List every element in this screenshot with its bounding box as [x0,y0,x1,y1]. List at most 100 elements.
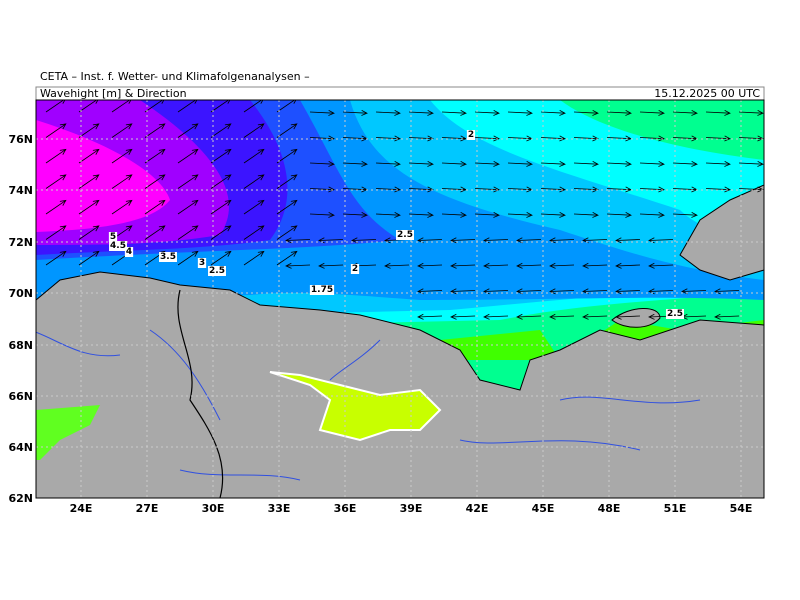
arrow [177,225,199,240]
contour-label-bg [466,130,476,140]
arrow [45,199,67,215]
arrow [705,161,731,167]
island [611,308,661,328]
lon-label: 39E [400,502,423,515]
arrow [516,262,542,269]
contour-label: 5 [110,232,116,242]
lat-label: 64N [8,441,33,454]
contour-label: 2.5 [667,309,683,319]
arrow [549,313,575,320]
arrow [516,237,542,244]
arrow [615,237,641,244]
arrow [474,110,500,116]
arrow [516,313,542,320]
arrow [375,186,401,193]
arrow [78,123,100,138]
arrow [177,250,199,266]
arrow [516,288,542,295]
arrow [210,225,232,240]
contour-label: 2 [352,264,358,274]
arrow [276,199,298,215]
arrow [738,110,764,116]
lon-label: 27E [136,502,159,515]
arrows [45,100,764,320]
arrow [342,110,368,116]
arrow [309,110,335,116]
lon-label: 36E [334,502,357,515]
contour-label-bg [109,241,127,251]
arrow [318,262,344,269]
institute: CETA – Inst. f. Wetter- und Klimafolgena… [40,70,310,83]
arrow [615,313,641,320]
arrow [177,199,199,215]
arrow [375,110,401,116]
lon-label: 45E [532,502,555,515]
arrow [507,110,533,116]
lon-label: 48E [598,502,621,515]
arrow [375,135,401,142]
white-sea [269,371,442,442]
arrow [441,161,467,167]
arrow [639,161,665,167]
rivers [36,329,701,481]
arrow [276,174,298,189]
arrow [681,288,707,295]
arrow [474,135,500,142]
contour-label: 3 [199,258,205,268]
labels: 76N 74N 72N 70N 68N 66N 64N 62N 24E 27E 30E 33E 36E 3… [8,130,752,515]
arrow [78,250,100,266]
contour-label-bg [159,252,177,262]
lat-label: 76N [8,133,33,146]
arrow [606,186,632,193]
arrow [177,148,199,164]
contour-label-bg [396,230,414,240]
arrow [450,262,476,269]
arrow [144,225,166,240]
contour-label: 4.5 [110,241,126,251]
arrow [78,199,100,215]
arrow [648,262,674,269]
arrow [573,110,599,116]
arrow [573,161,599,167]
arrow [582,262,608,269]
arrow [474,186,500,193]
arrow [276,100,297,113]
arrow [408,212,434,218]
datetime: 15.12.2025 00 UTC [654,87,760,100]
contour-label: 1.75 [311,285,333,295]
arrow [540,212,566,218]
arrow [615,288,641,295]
arrow [309,161,335,167]
arrow [78,100,99,113]
arrow [285,262,311,269]
contour-label: 2.5 [397,230,413,240]
arrow [549,288,575,295]
arrow [507,212,533,218]
arrow [417,313,443,320]
arrow [45,174,67,189]
arrow [540,186,566,193]
arrow [144,123,166,138]
arrow [483,262,509,269]
arrow [45,148,67,164]
arrow [210,199,232,215]
arrow [210,100,231,113]
arrow [243,148,265,164]
arrow [243,250,265,266]
arrow [276,250,298,266]
arrow [639,186,665,193]
arrow [639,110,665,116]
arrow [573,212,599,218]
arrow [408,161,434,167]
arrow [210,123,232,138]
arrow [441,110,467,116]
arrow [210,250,232,266]
arrow [474,212,500,218]
arrow [45,250,67,266]
arrow [441,186,467,193]
arrow [285,237,311,244]
arrow [483,313,509,320]
arrow [78,148,100,164]
lon-label: 24E [70,502,93,515]
arrow [45,225,67,240]
